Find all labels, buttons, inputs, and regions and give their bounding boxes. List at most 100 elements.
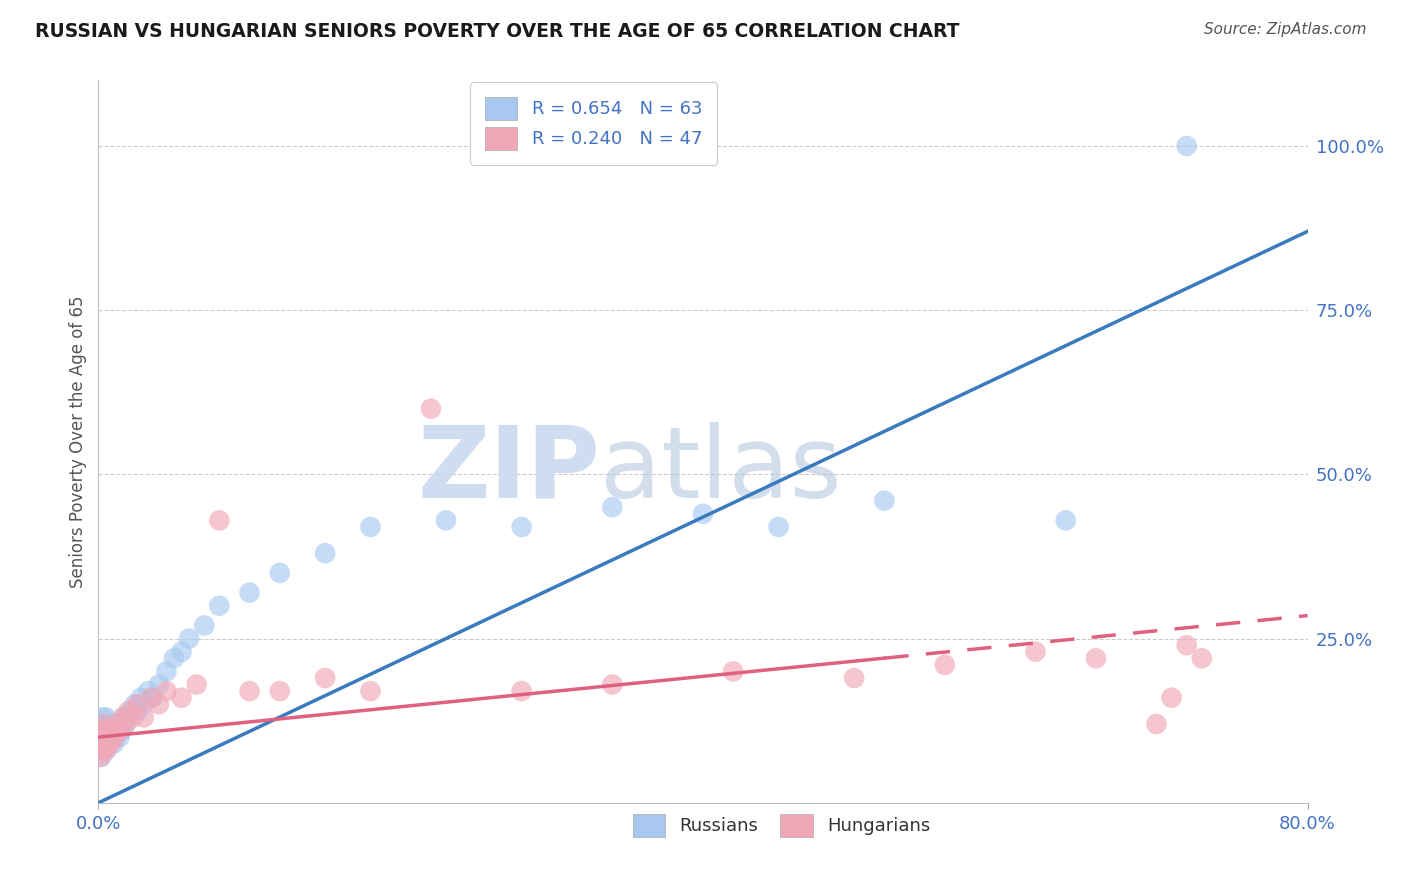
Point (96, 737, 118, 751)
Point (93, 737, 115, 751)
Point (91, 723, 114, 738)
Point (91, 717, 114, 731)
Point (269, 684, 291, 698)
Point (90, 743, 112, 757)
Point (91, 730, 114, 744)
Point (934, 657, 956, 672)
Point (89, 737, 111, 751)
Point (112, 710, 135, 724)
Point (768, 520, 790, 534)
Point (129, 690, 152, 705)
Point (179, 632, 201, 646)
Point (94, 743, 117, 757)
Point (96, 737, 118, 751)
Point (360, 520, 382, 534)
Point (90, 723, 112, 738)
Text: atlas: atlas (600, 422, 842, 519)
Point (101, 723, 124, 738)
Point (96, 723, 118, 738)
Text: Source: ZipAtlas.com: Source: ZipAtlas.com (1204, 22, 1367, 37)
Point (89, 730, 111, 744)
Point (91, 743, 114, 757)
Point (692, 507, 714, 521)
Point (94, 730, 117, 744)
Point (136, 684, 159, 698)
Point (510, 684, 533, 698)
Point (98, 723, 121, 738)
Point (94, 743, 117, 757)
Point (100, 717, 122, 731)
Y-axis label: Seniors Poverty Over the Age of 65: Seniors Poverty Over the Age of 65 (69, 295, 87, 588)
Point (110, 723, 132, 738)
Point (132, 698, 155, 712)
Point (91, 743, 114, 757)
Point (104, 730, 127, 744)
Point (122, 710, 145, 724)
Point (148, 698, 170, 712)
Point (91, 737, 114, 751)
Point (90, 717, 112, 731)
Point (314, 546, 336, 560)
Point (93, 717, 115, 731)
Point (208, 599, 231, 613)
Point (420, 401, 443, 416)
Point (844, 671, 866, 685)
Point (90, 737, 112, 751)
Point (1160, 690, 1182, 705)
Point (93, 737, 115, 751)
Point (107, 717, 129, 731)
Point (103, 737, 125, 751)
Point (873, 493, 896, 508)
Point (111, 710, 134, 724)
Point (105, 723, 128, 738)
Point (723, 665, 745, 679)
Point (90, 730, 112, 744)
Point (142, 690, 165, 705)
Point (89, 749, 111, 764)
Point (121, 704, 143, 718)
Point (155, 665, 177, 679)
Point (1054, 513, 1077, 527)
Point (114, 717, 136, 731)
Point (602, 500, 624, 515)
Point (186, 677, 208, 691)
Point (1085, 651, 1108, 665)
Point (100, 737, 122, 751)
Point (127, 698, 149, 712)
Point (91, 710, 114, 724)
Point (1024, 645, 1046, 659)
Point (93, 723, 115, 738)
Point (127, 704, 149, 718)
Point (111, 717, 134, 731)
Point (239, 585, 262, 599)
Point (108, 723, 131, 738)
Point (104, 730, 127, 744)
Point (193, 618, 215, 632)
Point (94, 710, 117, 724)
Point (602, 677, 624, 691)
Point (101, 730, 124, 744)
Point (434, 513, 457, 527)
Point (141, 690, 163, 705)
Point (89, 723, 111, 738)
Point (114, 717, 136, 731)
Point (93, 730, 115, 744)
Legend: Russians, Hungarians: Russians, Hungarians (626, 806, 938, 845)
Point (132, 710, 155, 724)
Point (155, 684, 177, 698)
Point (118, 704, 141, 718)
Point (1175, 139, 1198, 153)
Point (100, 730, 122, 744)
Point (170, 690, 193, 705)
Point (208, 513, 231, 527)
Text: ZIP: ZIP (418, 422, 600, 519)
Point (163, 651, 186, 665)
Point (108, 730, 131, 744)
Point (89, 737, 111, 751)
Point (269, 566, 291, 580)
Point (98, 737, 121, 751)
Point (105, 717, 128, 731)
Point (98, 723, 121, 738)
Point (170, 645, 193, 659)
Point (103, 717, 125, 731)
